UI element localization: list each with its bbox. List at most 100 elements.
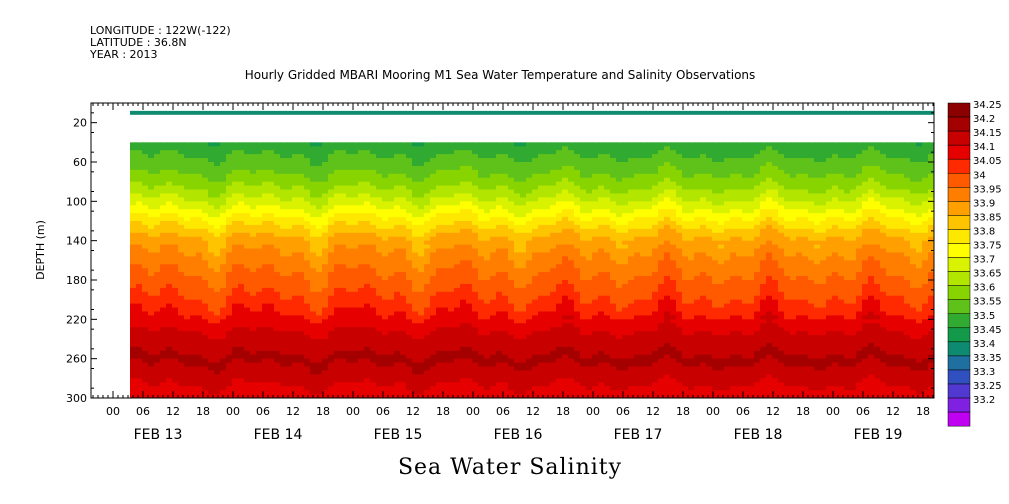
salinity-cell (208, 339, 215, 344)
salinity-cell (514, 299, 521, 305)
salinity-cell (358, 272, 365, 277)
salinity-cell (340, 311, 347, 316)
salinity-cell (466, 213, 473, 218)
salinity-cell (298, 209, 305, 214)
salinity-cell (394, 374, 401, 379)
salinity-cell (244, 280, 251, 285)
salinity-cell (184, 217, 191, 222)
salinity-cell (220, 362, 227, 368)
salinity-cell (412, 181, 419, 187)
salinity-cell (514, 287, 521, 293)
salinity-cell (322, 228, 329, 234)
salinity-cell (304, 307, 311, 313)
salinity-cell (412, 209, 419, 214)
salinity-cell (400, 307, 407, 313)
salinity-cell (478, 154, 485, 159)
salinity-cell (514, 240, 521, 246)
salinity-cell (214, 162, 221, 167)
salinity-cell (538, 287, 545, 293)
salinity-cell (268, 197, 275, 202)
salinity-cell (586, 158, 593, 163)
salinity-cell (550, 287, 557, 293)
salinity-cell (424, 205, 431, 210)
salinity-cell (352, 146, 359, 151)
salinity-cell (280, 264, 287, 269)
salinity-cell (166, 221, 173, 226)
salinity-cell (520, 150, 527, 155)
salinity-cell (322, 280, 329, 285)
salinity-cell (400, 232, 407, 238)
salinity-cell (526, 158, 533, 163)
salinity-cell (496, 213, 503, 218)
salinity-cell (322, 311, 329, 316)
salinity-cell (454, 283, 461, 289)
salinity-cell (334, 162, 341, 167)
salinity-cell (424, 252, 431, 257)
salinity-cell (352, 272, 359, 277)
salinity-cell (220, 280, 227, 285)
salinity-cell (466, 390, 473, 395)
salinity-cell (256, 154, 263, 159)
salinity-cell (412, 299, 419, 305)
salinity-cell (142, 287, 149, 293)
salinity-cell (202, 331, 209, 336)
salinity-cell (496, 362, 503, 368)
salinity-cell (412, 268, 419, 273)
salinity-cell (364, 307, 371, 313)
salinity-cell (364, 280, 371, 285)
salinity-cell (466, 252, 473, 257)
salinity-cell (202, 378, 209, 383)
salinity-cell (508, 189, 515, 195)
salinity-cell (196, 162, 203, 167)
salinity-cell (472, 201, 479, 206)
salinity-cell (370, 169, 377, 175)
salinity-cell (466, 358, 473, 364)
salinity-cell (580, 158, 587, 163)
salinity-cell (460, 382, 467, 387)
salinity-cell (514, 193, 521, 198)
salinity-cell (214, 232, 221, 238)
salinity-cell (418, 244, 425, 250)
salinity-cell (304, 169, 311, 175)
salinity-cell (436, 244, 443, 250)
salinity-cell (484, 299, 491, 305)
salinity-cell (316, 386, 323, 391)
salinity-cell (328, 197, 335, 202)
salinity-cell (328, 228, 335, 234)
salinity-cell (298, 224, 305, 230)
salinity-cell (358, 374, 365, 379)
salinity-cell (586, 228, 593, 234)
salinity-cell (208, 142, 215, 147)
salinity-cell (172, 201, 179, 206)
salinity-cell (502, 299, 509, 305)
salinity-cell (508, 272, 515, 277)
salinity-cell (328, 260, 335, 265)
salinity-cell (526, 303, 533, 309)
salinity-cell (202, 354, 209, 360)
salinity-cell (202, 272, 209, 277)
salinity-cell (568, 295, 575, 301)
salinity-cell (244, 366, 251, 372)
salinity-cell (400, 224, 407, 230)
salinity-cell (190, 287, 197, 293)
salinity-cell (574, 146, 581, 151)
salinity-cell (196, 268, 203, 273)
salinity-cell (226, 193, 233, 198)
salinity-cell (550, 260, 557, 265)
salinity-cell (268, 354, 275, 360)
salinity-cell (400, 299, 407, 305)
salinity-cell (556, 283, 563, 289)
salinity-cell (502, 264, 509, 269)
salinity-cell (316, 366, 323, 372)
salinity-cell (394, 201, 401, 206)
salinity-cell (262, 303, 269, 309)
salinity-cell (562, 291, 569, 297)
salinity-cell (352, 374, 359, 379)
salinity-cell (502, 390, 509, 395)
salinity-cell (556, 228, 563, 234)
salinity-cell (424, 311, 431, 316)
salinity-cell (484, 350, 491, 356)
salinity-cell (280, 390, 287, 395)
salinity-cell (268, 252, 275, 257)
salinity-cell (574, 177, 581, 183)
